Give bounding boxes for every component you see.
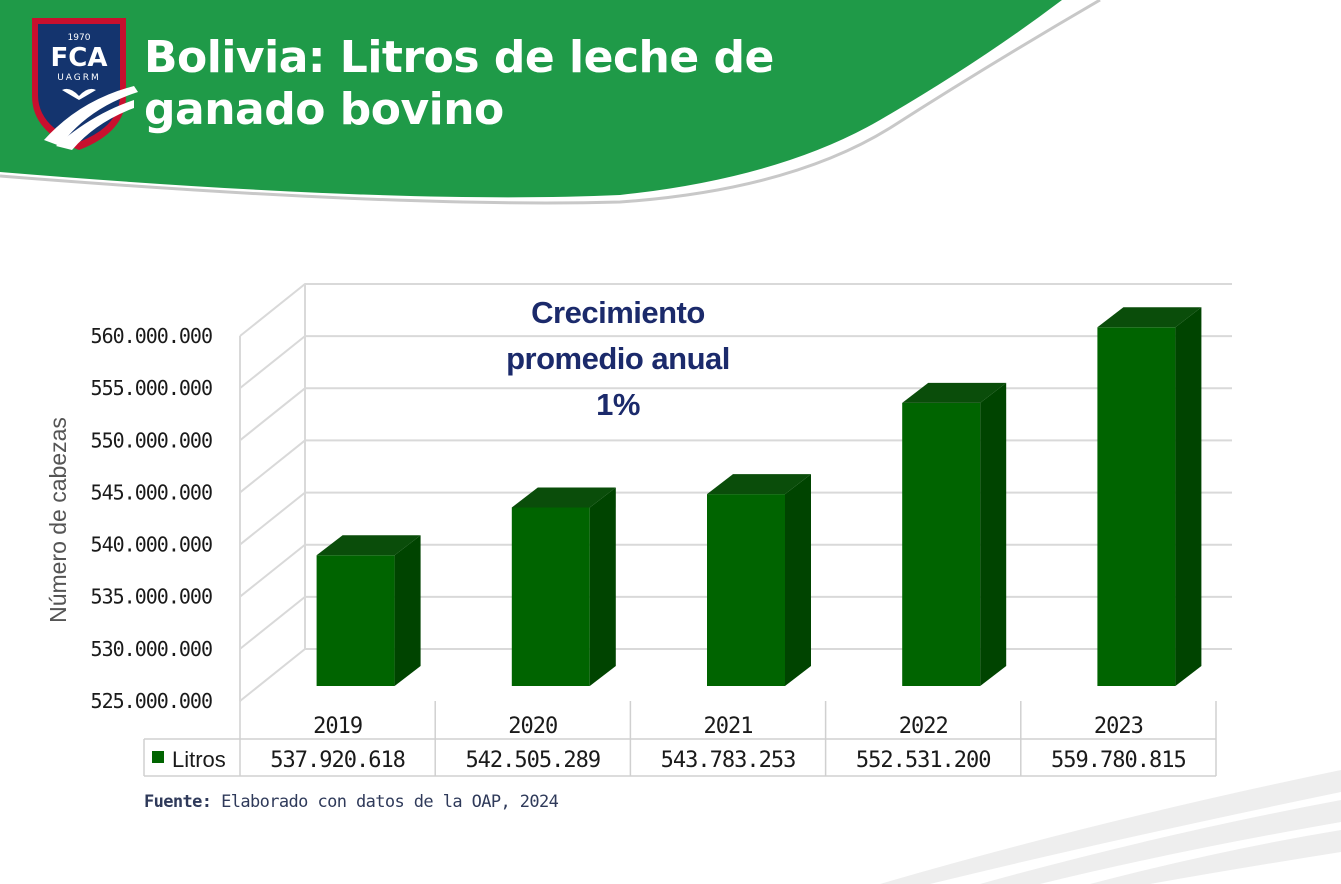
logo-org: UAGRM [57, 73, 101, 83]
bar-top-0 [316, 535, 421, 556]
bar-top-2 [707, 474, 811, 495]
bar-top-3 [902, 382, 1007, 403]
gridline-5 [239, 387, 1232, 442]
source-text: Elaborado con datos de la OAP, 2024 [221, 792, 559, 812]
y-tick-label-3: 540.000.000 [91, 533, 212, 557]
y-tick-label-4: 545.000.000 [91, 480, 212, 504]
fca-logo: 1970 FCA UAGRM [32, 18, 138, 150]
gridline-7 [239, 283, 1232, 337]
x-tick-label-4: 2023 [1094, 714, 1143, 739]
y-tick-label-7: 560.000.000 [91, 324, 212, 348]
x-tick-label-0: 2019 [313, 714, 362, 739]
y-tick-label-5: 550.000.000 [91, 428, 212, 452]
x-tick-label-2: 2021 [704, 714, 753, 739]
data-label-2: 543.783.253 [661, 748, 796, 773]
bar-front-2 [707, 494, 785, 686]
header-swoosh [0, 0, 1101, 205]
y-tick-label-0: 525.000.000 [91, 689, 212, 713]
bar-top-4 [1097, 307, 1202, 328]
y-tick-label-6: 555.000.000 [91, 376, 212, 400]
bar-front-1 [511, 507, 590, 686]
gridline-6 [239, 335, 1232, 389]
source-note: Fuente: Elaborado con datos de la OAP, 2… [144, 792, 559, 812]
logo-initials: FCA [51, 43, 108, 73]
bar-side-2 [785, 474, 811, 686]
bar-side-0 [394, 535, 421, 686]
x-tick-label-3: 2022 [899, 714, 948, 739]
data-label-3: 552.531.200 [856, 748, 991, 773]
title-line-2: ganado bovino [144, 84, 504, 135]
page-title: Bolivia: Litros de leche de ganado bovin… [144, 32, 774, 136]
chart-area: 525.000.000 530.000.000 535.000.000 540.000… [45, 283, 1232, 777]
bar-top-1 [511, 487, 616, 508]
annotation-line-0: Crecimiento [531, 295, 705, 330]
legend-swatch [152, 751, 164, 763]
annotation-line-2: 1% [596, 387, 640, 422]
bar-side-3 [980, 382, 1007, 686]
bar-side-4 [1175, 307, 1202, 686]
decorative-stripes [880, 770, 1341, 884]
data-label-4: 559.780.815 [1051, 748, 1186, 773]
x-tick-label-1: 2020 [508, 714, 557, 739]
title-line-1: Bolivia: Litros de leche de [144, 32, 774, 83]
bar-front-3 [902, 402, 981, 686]
bar-front-4 [1097, 327, 1176, 686]
data-label-0: 537.920.618 [270, 748, 405, 773]
bar-front-0 [316, 555, 395, 686]
y-tick-label-1: 530.000.000 [91, 637, 212, 661]
logo-year: 1970 [68, 33, 91, 43]
annotation-line-1: promedio anual [506, 341, 730, 376]
header-banner [0, 0, 1062, 198]
data-label-1: 542.505.289 [465, 748, 600, 773]
y-axis-title: Número de cabezas [45, 417, 71, 623]
source-label: Fuente: [144, 792, 212, 812]
bar-side-1 [589, 487, 616, 686]
legend-label: Litros [172, 747, 226, 772]
y-tick-label-2: 535.000.000 [91, 585, 212, 609]
